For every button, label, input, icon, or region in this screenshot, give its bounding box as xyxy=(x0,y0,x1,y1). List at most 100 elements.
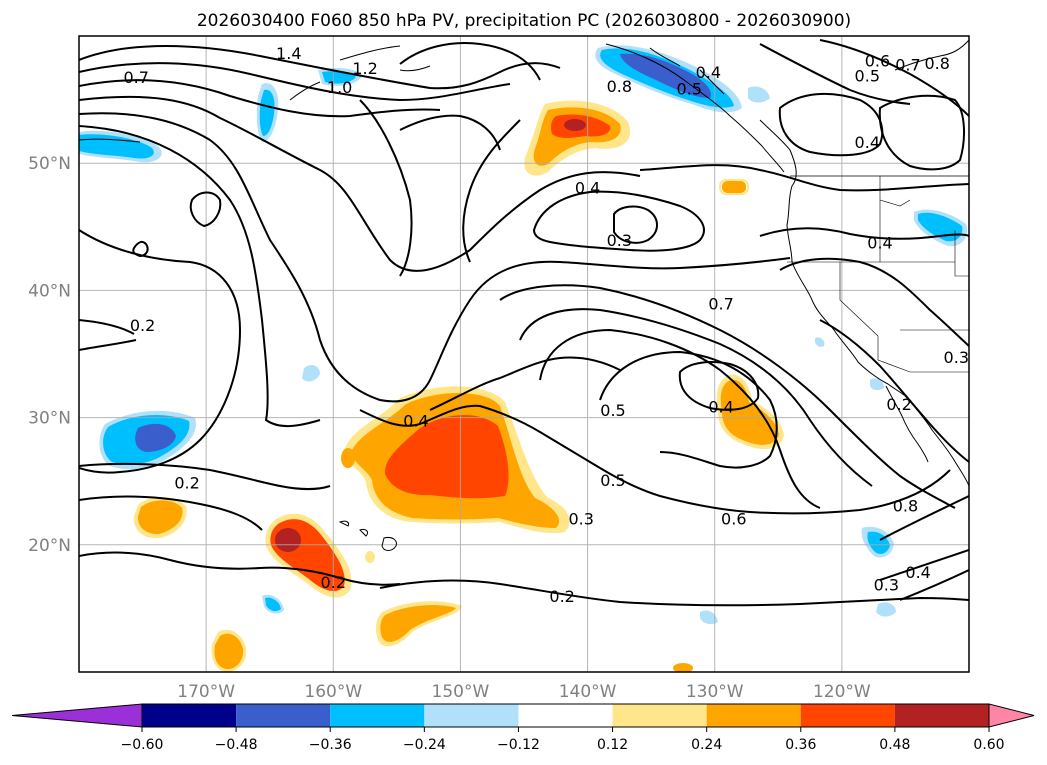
precip-anomaly-positive-south-pacific-core xyxy=(214,633,244,670)
precip-anomaly-positive-small-cell xyxy=(673,663,693,672)
precip-anomaly-negative-bering-sea-core xyxy=(79,134,154,159)
pv-contour xyxy=(379,579,969,607)
contour-label: 0.5 xyxy=(855,67,880,86)
pv-contour xyxy=(79,495,263,531)
pv-contour xyxy=(678,361,760,411)
coastline-north-america xyxy=(759,39,969,487)
lon-tick-label: 150°W xyxy=(432,682,490,702)
precip-anomaly-negative-west-pacific-max xyxy=(135,423,176,452)
contour-label: 0.7 xyxy=(895,55,920,74)
pv-contour xyxy=(79,551,401,586)
lat-tick-label: 50°N xyxy=(28,154,71,174)
contour-label: 0.4 xyxy=(867,233,892,252)
contour-label: 0.4 xyxy=(403,411,428,430)
map-gridlines xyxy=(79,36,969,672)
precip-anomaly-positive-central-pacific-max xyxy=(384,414,509,499)
contour-label: 0.8 xyxy=(924,54,949,73)
lon-tick-label: 140°W xyxy=(559,682,617,702)
pv-contour xyxy=(189,191,222,228)
pv-contour xyxy=(79,229,242,474)
pv-contour xyxy=(613,205,658,244)
colorbar-extend-low xyxy=(11,703,143,728)
contour-label: 0.2 xyxy=(549,587,574,606)
state-borders xyxy=(787,176,969,373)
contour-label: 0.7 xyxy=(708,294,733,313)
chart-title: 2026030400 F060 850 hPa PV, precipitatio… xyxy=(197,11,851,31)
precip-anomaly-positive-offshore-california-core xyxy=(720,379,779,445)
contour-label: 1.0 xyxy=(327,78,352,97)
coastline-hawaii xyxy=(338,520,397,551)
colorbar-segment xyxy=(236,704,331,727)
colorbar-extend-high xyxy=(988,703,1035,728)
map-area: 1.41.21.00.7 0.80.40.50.6 0.7 0.80.50.40.40… xyxy=(79,36,969,672)
pv-contour xyxy=(79,62,511,102)
contour-label: 1.4 xyxy=(276,44,301,63)
contour-label: 0.5 xyxy=(600,401,625,420)
contour-label: 0.3 xyxy=(874,576,899,595)
pv-contour xyxy=(532,190,705,252)
precip-anomaly-positive-gulf-of-alaska-peak xyxy=(564,119,586,131)
colorbar-segment xyxy=(612,704,707,727)
latitude-tick-labels: 20°N 30°N 40°N 50°N xyxy=(28,154,71,556)
precip-anomaly-negative-small-cell xyxy=(876,602,896,617)
colorbar-tick-label: 0.12 xyxy=(597,737,628,753)
pv-contour xyxy=(599,350,778,469)
lat-tick-label: 20°N xyxy=(28,536,71,556)
precip-anomaly-negative-small-cell xyxy=(815,337,825,347)
precip-anomaly-negative-small-cell xyxy=(700,610,718,625)
precip-anomaly-positive-small-cell xyxy=(341,448,355,468)
precip-anomaly-positive-near-hawaii-peak xyxy=(275,528,301,552)
colorbar-segment xyxy=(706,704,801,727)
precip-anomaly-positive-small-cell xyxy=(719,179,749,195)
precip-anomaly-negative-small-cell xyxy=(322,71,356,84)
coastline-baja-california xyxy=(885,385,929,463)
coastlines xyxy=(79,39,969,551)
colorbar-tick-label: −0.36 xyxy=(309,737,352,753)
coastline-alaska-panhandle xyxy=(605,43,785,173)
colorbar-segment xyxy=(800,704,895,727)
pv-contour xyxy=(779,257,969,347)
colorbar-segment xyxy=(330,704,425,727)
colorbar-tick-label: −0.12 xyxy=(497,737,540,753)
pv-contour xyxy=(462,119,521,263)
pv-contour xyxy=(132,240,149,258)
contour-label: 0.8 xyxy=(893,497,918,516)
precip-anomaly-negative-small-cell xyxy=(302,365,320,382)
contour-label: 0.5 xyxy=(600,471,625,490)
pv-contour xyxy=(79,462,331,490)
colorbar-segment xyxy=(894,704,989,727)
pv-contour xyxy=(359,404,951,515)
colorbar-segment xyxy=(142,704,237,727)
lat-tick-label: 30°N xyxy=(28,409,71,429)
colorbar-tick-label: −0.24 xyxy=(403,737,446,753)
precip-anomaly-positive-west-pacific-core xyxy=(137,500,183,535)
precip-anomaly-negative-small-cell xyxy=(748,86,770,103)
pv-contour xyxy=(429,284,956,509)
precip-anomaly-positive-small-cell xyxy=(722,181,746,193)
pv-contour xyxy=(79,95,641,272)
contour-label: 0.2 xyxy=(321,573,346,592)
contour-label: 0.4 xyxy=(575,179,600,198)
contour-label: 0.4 xyxy=(696,63,721,82)
colorbar-tick-label: 0.48 xyxy=(879,737,910,753)
pv-contour xyxy=(79,112,791,403)
pv-contour xyxy=(639,164,969,192)
lon-tick-label: 170°W xyxy=(177,682,235,702)
contour-label: 0.2 xyxy=(886,395,911,414)
contour-label: 0.6 xyxy=(721,509,746,528)
pv-contour xyxy=(878,94,966,171)
colorbar-frame xyxy=(141,703,990,728)
pv-contour-labels: 1.41.21.00.7 0.80.40.50.6 0.7 0.80.50.40.40… xyxy=(123,44,969,606)
map-frame xyxy=(78,35,970,673)
precip-anomaly-negative-aleutians-core xyxy=(259,89,275,136)
lat-tick-label: 40°N xyxy=(28,281,71,301)
pv-contour xyxy=(359,99,413,277)
contour-label: 0.2 xyxy=(130,316,155,335)
contour-label: 0.5 xyxy=(677,79,702,98)
pv-contour xyxy=(778,92,884,157)
precip-anomaly-positive-southern-band-core xyxy=(380,605,456,642)
colorbar-tick-label: 0.60 xyxy=(973,737,1004,753)
pv-contour xyxy=(399,114,501,151)
colorbar-tick-label: −0.60 xyxy=(121,737,164,753)
